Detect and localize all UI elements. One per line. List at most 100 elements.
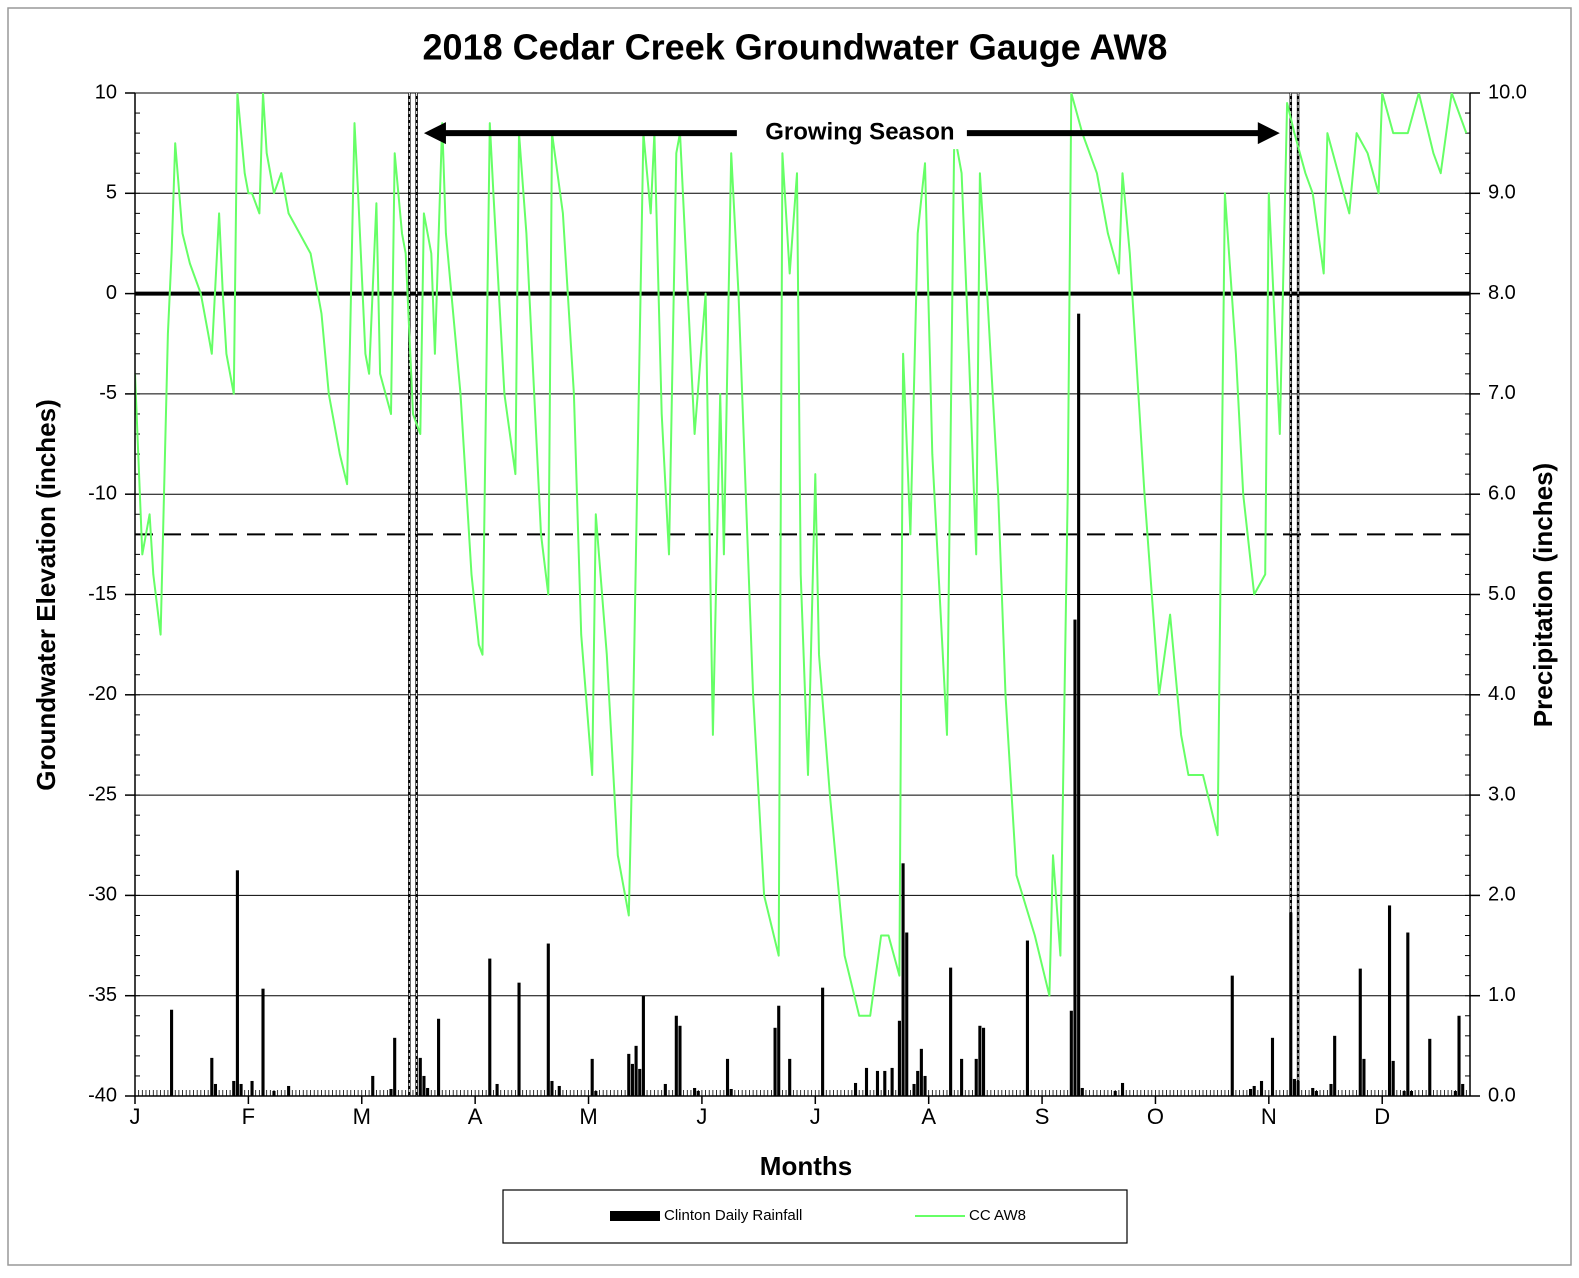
bar [557,1085,561,1096]
bar [897,1020,901,1096]
bar [235,870,239,1096]
bar [1292,1078,1296,1096]
bar [1333,1035,1337,1096]
y-tick-label: -5 [99,382,117,404]
bar [1362,1058,1366,1096]
y2-axis-label: Precipitation (inches) [1528,463,1558,727]
bar [550,1080,554,1096]
bar [773,1027,777,1096]
bar [777,1005,781,1096]
y-tick-label: 10 [95,81,117,103]
bar [371,1075,375,1096]
y2-tick-label: 6.0 [1488,482,1516,504]
y-tick-label: 5 [106,182,117,204]
x-tick-label: F [242,1104,255,1129]
bar [1113,1090,1117,1096]
bar [418,1057,422,1096]
bar [272,1090,276,1096]
bar [546,943,550,1096]
bar [725,1058,730,1096]
bar [678,1025,682,1096]
y2-tick-label: 9.0 [1488,182,1516,204]
bar [1080,1087,1084,1096]
bar [905,932,909,1096]
bar [1409,1090,1414,1096]
bar [696,1090,700,1096]
y2-tick-label: 8.0 [1488,282,1516,304]
legend-label: CC AW8 [969,1207,1026,1224]
bar [923,1075,927,1096]
y2-tick-label: 1.0 [1488,984,1516,1006]
bar [1073,619,1077,1096]
bar [864,1067,869,1096]
bar [663,1083,667,1096]
bar [213,1083,218,1096]
y-tick-label: -40 [88,1084,117,1106]
x-axis-label: Months [760,1151,852,1181]
arrow-head [1257,122,1280,145]
bar [232,1080,236,1096]
bar [1453,1090,1457,1096]
bar [1311,1087,1315,1096]
bar [393,1037,397,1096]
bar [594,1090,598,1096]
arrow-head [423,122,446,145]
y-tick-label: 0 [106,282,117,304]
bar [890,1067,894,1096]
bar [883,1070,887,1096]
legend-box [502,1189,1128,1244]
bar [170,1009,174,1096]
bar [1391,1060,1395,1096]
x-tick-label: A [921,1104,936,1129]
chart-title: 2018 Cedar Creek Groundwater Gauge AW8 [423,27,1168,68]
y2-tick-label: 10.0 [1488,81,1527,103]
bar [1358,968,1362,1096]
bar [853,1082,858,1096]
bar [210,1057,214,1096]
bar [981,1027,986,1096]
annotation-text: Growing Season [765,118,954,145]
bar [1248,1088,1253,1096]
bar [1120,1082,1125,1096]
bar [287,1085,291,1096]
bar [250,1080,254,1096]
bar [630,1063,634,1096]
bar [949,967,953,1096]
bar [422,1075,426,1096]
bar [1461,1083,1465,1096]
y-tick-label: -20 [88,683,117,705]
bar [488,958,492,1096]
x-tick-label: M [579,1104,597,1129]
frame [7,7,1572,1266]
y-tick-label: -25 [88,783,117,805]
bar [627,1053,631,1096]
bar [517,982,521,1096]
bar [912,1083,916,1096]
y2-tick-label: 7.0 [1488,382,1516,404]
bar [261,988,265,1096]
bar [1270,1037,1275,1096]
bar [974,1058,978,1096]
bar [495,1083,499,1096]
bar [875,1070,880,1096]
bar [1387,905,1392,1096]
y2-tick-label: 2.0 [1488,884,1516,906]
y-axis-label: Groundwater Elevation (inches) [31,399,61,791]
bar [1428,1038,1432,1096]
y-tick-label: -15 [88,583,117,605]
bar [1296,1080,1300,1096]
x-tick-label: D [1374,1104,1390,1129]
bar [693,1087,697,1096]
bar [1069,1010,1073,1096]
bar [426,1087,430,1096]
y-tick-label: -10 [88,482,117,504]
bar [1077,313,1081,1096]
bar [1457,1015,1461,1096]
x-tick-label: J [130,1104,141,1129]
y2-tick-label: 4.0 [1488,683,1516,705]
bar [821,987,825,1096]
x-tick-label: J [696,1104,707,1129]
x-tick-label: S [1035,1104,1050,1129]
x-tick-label: J [810,1104,821,1129]
